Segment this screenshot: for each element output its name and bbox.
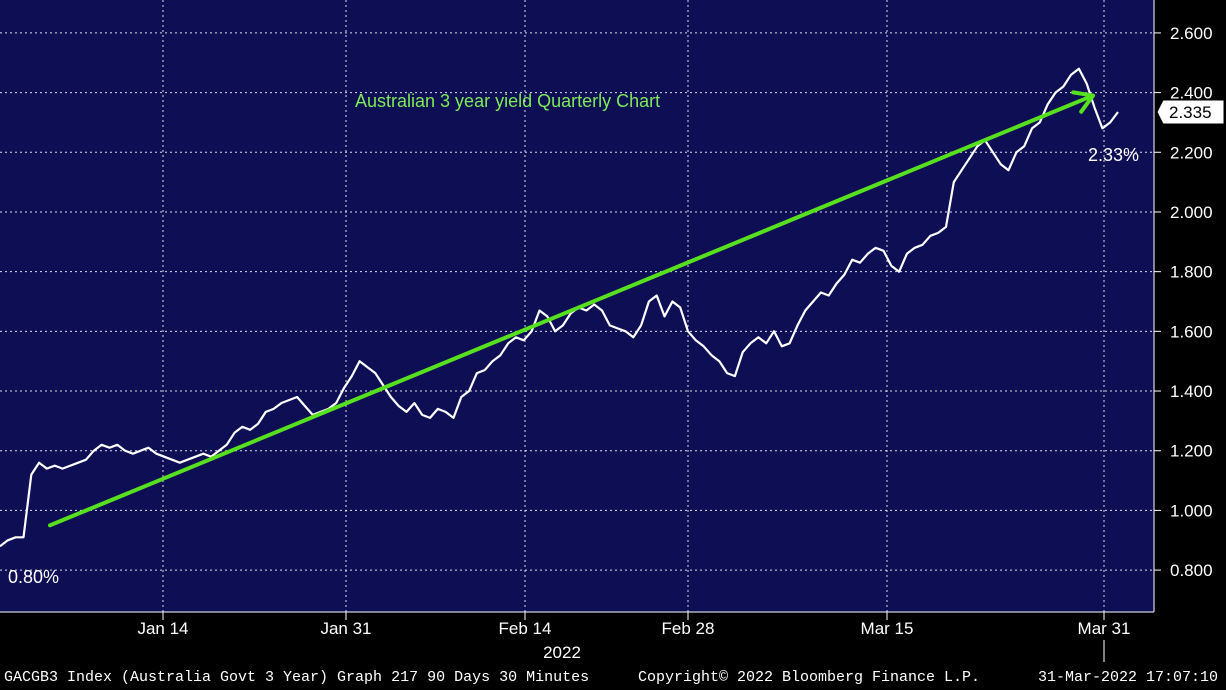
x-tick-label: Mar 31 [1078,619,1131,638]
x-axis-year: 2022 [543,643,581,662]
x-axis-panel [0,612,1226,666]
footer-copyright: Copyright© 2022 Bloomberg Finance L.P. [638,669,981,686]
footer-source: GACGB3 Index (Australia Govt 3 Year) Gra… [4,669,590,686]
x-tick-label: Jan 14 [137,619,188,638]
trend-arrow-line [48,93,1095,528]
y-tick-label: 1.200 [1170,442,1213,461]
y-axis-ticks: 2.600 2.400 2.200 2.000 1.800 1.600 1.400 1.200… [1154,24,1213,580]
last-value-badge: 2.335 [1156,99,1225,125]
y-tick-label: 1.400 [1170,382,1213,401]
grid-lines [0,0,1154,612]
y-tick-label: 1.000 [1170,501,1213,520]
x-tick-label: Feb 28 [662,619,715,638]
footer-bar: GACGB3 Index (Australia Govt 3 Year) Gra… [0,666,1226,690]
trend-arrow-head [1071,90,1095,114]
annotation-end: 2.33% [1088,145,1139,165]
y-tick-label: 2.000 [1170,203,1213,222]
x-tick-label: Feb 14 [499,619,552,638]
x-tick-label: Jan 31 [320,619,371,638]
annotation-start: 0.80% [8,567,59,587]
last-value-text: 2.335 [1169,103,1212,122]
y-tick-label: 2.200 [1170,143,1213,162]
x-axis-ticks: Jan 14 Jan 31 Feb 14 Feb 28 Mar 15 Mar 31 [137,612,1130,638]
footer-timestamp: 31-Mar-2022 17:07:10 [1038,669,1219,686]
y-tick-label: 2.600 [1170,24,1213,43]
series-line [0,67,1119,548]
y-tick-label: 1.600 [1170,322,1213,341]
y-tick-label: 2.400 [1170,84,1213,103]
chart-title: Australian 3 year yield Quarterly Chart [355,91,660,111]
y-tick-label: 1.800 [1170,263,1213,282]
y-tick-label: 0.800 [1170,561,1213,580]
x-tick-label: Mar 15 [861,619,914,638]
